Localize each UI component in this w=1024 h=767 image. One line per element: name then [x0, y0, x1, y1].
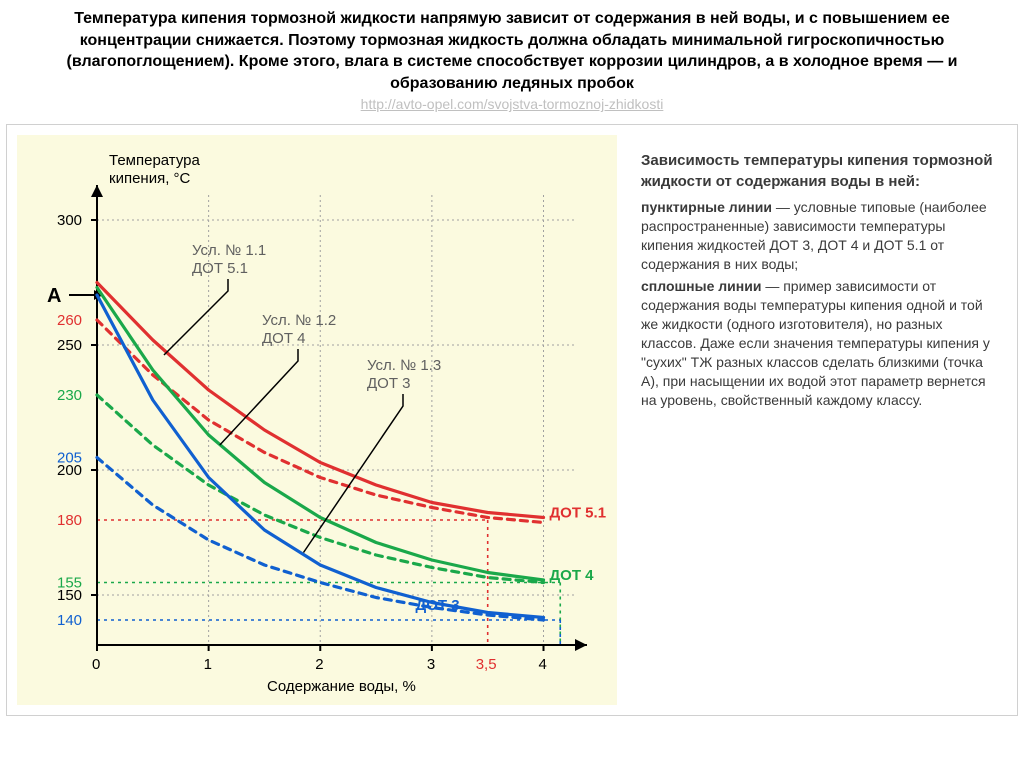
header: Температура кипения тормозной жидкости н…	[0, 0, 1024, 118]
svg-text:0: 0	[92, 656, 100, 673]
svg-text:1: 1	[204, 656, 212, 673]
legend-title: Зависимость температуры кипения тормозно…	[641, 151, 999, 192]
legend-para-1: пунктирные линии — условные типовые (наи…	[641, 198, 999, 274]
svg-text:230: 230	[57, 387, 82, 404]
legend-bold-1: пунктирные линии	[641, 199, 772, 215]
chart: А Температуракипения, °С Содержание воды, …	[17, 135, 617, 705]
svg-text:300: 300	[57, 212, 82, 229]
source-link[interactable]: http://avto-opel.com/svojstva-tormoznoj-…	[361, 96, 664, 112]
svg-text:140: 140	[57, 612, 82, 629]
svg-text:Усл. № 1.1: Усл. № 1.1	[192, 242, 266, 259]
header-title: Температура кипения тормозной жидкости н…	[40, 8, 984, 94]
legend: Зависимость температуры кипения тормозно…	[617, 135, 1007, 705]
svg-text:ДОТ 5.1: ДОТ 5.1	[192, 260, 248, 277]
svg-text:155: 155	[57, 575, 82, 592]
svg-text:А: А	[47, 285, 61, 307]
svg-text:Содержание воды, %: Содержание воды, %	[267, 678, 416, 695]
svg-text:Усл. № 1.2: Усл. № 1.2	[262, 312, 336, 329]
svg-text:ДОТ 4: ДОТ 4	[550, 567, 595, 584]
svg-text:250: 250	[57, 337, 82, 354]
svg-text:2: 2	[315, 656, 323, 673]
svg-text:ДОТ 5.1: ДОТ 5.1	[550, 505, 607, 522]
svg-text:260: 260	[57, 312, 82, 329]
legend-para-2: сплошные линии — пример зависимости от с…	[641, 277, 999, 409]
legend-text-2: — пример зависимости от содержания воды …	[641, 278, 990, 407]
svg-text:3: 3	[427, 656, 435, 673]
svg-text:Усл. № 1.3: Усл. № 1.3	[367, 357, 441, 374]
svg-text:180: 180	[57, 512, 82, 529]
svg-text:4: 4	[539, 656, 547, 673]
content: А Температуракипения, °С Содержание воды, …	[6, 124, 1018, 716]
svg-text:кипения, °С: кипения, °С	[109, 170, 191, 187]
svg-text:205: 205	[57, 450, 82, 467]
svg-text:3,5: 3,5	[476, 656, 497, 673]
legend-bold-2: сплошные линии	[641, 278, 761, 294]
svg-text:ДОТ 3: ДОТ 3	[367, 375, 411, 392]
svg-text:ДОТ 4: ДОТ 4	[262, 330, 306, 347]
svg-text:Температура: Температура	[109, 152, 201, 169]
